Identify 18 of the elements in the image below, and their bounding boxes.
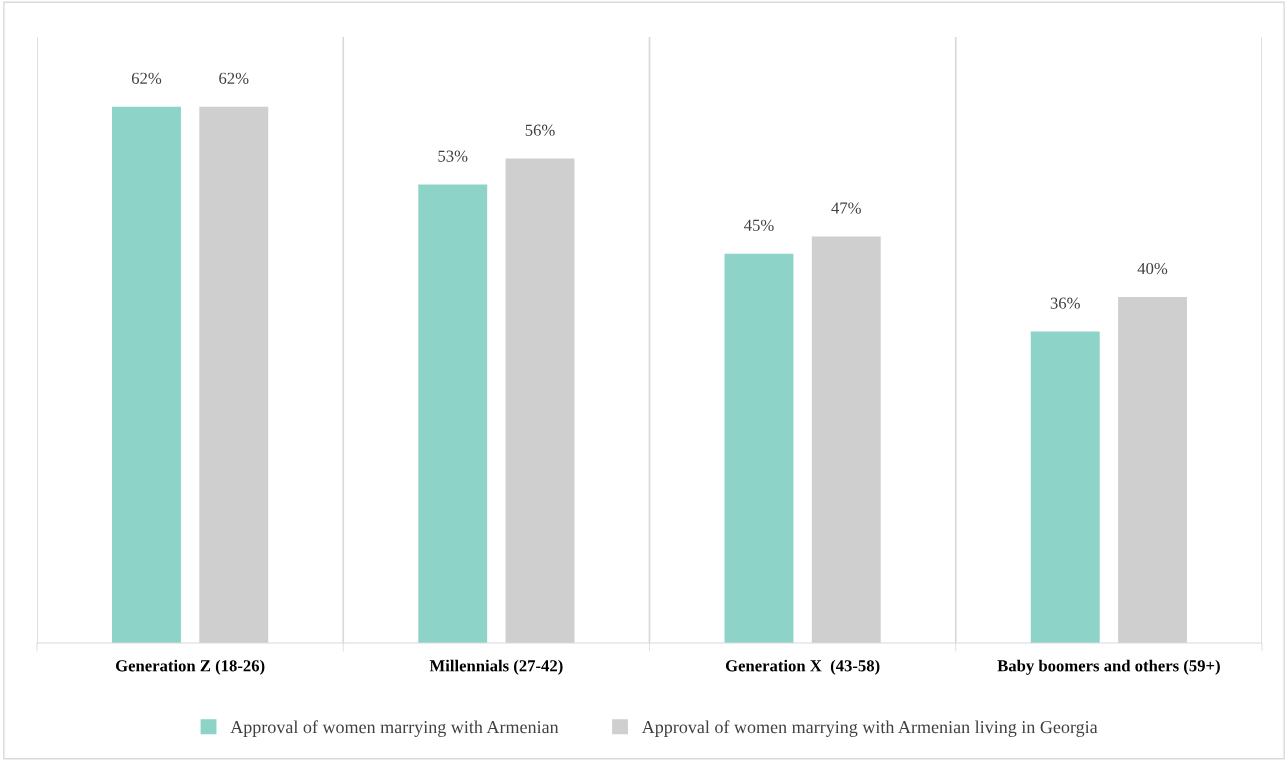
data-label: 53% xyxy=(438,150,468,162)
data-label: 62% xyxy=(219,72,249,84)
data-label: 62% xyxy=(131,72,162,84)
data-label: 45% xyxy=(744,219,774,231)
data-label: 36% xyxy=(1050,297,1080,309)
bar xyxy=(112,106,181,643)
legend-label: Approval of women marrying with Armenian xyxy=(230,720,559,737)
x-tick-label: Millennials (27-42) xyxy=(429,659,563,675)
data-label: 40% xyxy=(1137,262,1168,275)
bar xyxy=(724,253,794,643)
bar xyxy=(1030,331,1100,643)
x-tick-label: Generation X (43-58) xyxy=(725,659,880,675)
x-tick-label: Baby boomers and others (59+) xyxy=(997,659,1220,675)
x-tick-label: Generation Z (18-26) xyxy=(115,659,265,675)
legend-label: Approval of women marrying with Armenian living in Georgia xyxy=(641,720,1098,737)
data-label: 47% xyxy=(831,202,861,214)
bar xyxy=(418,184,488,643)
data-label: 56% xyxy=(525,124,555,136)
